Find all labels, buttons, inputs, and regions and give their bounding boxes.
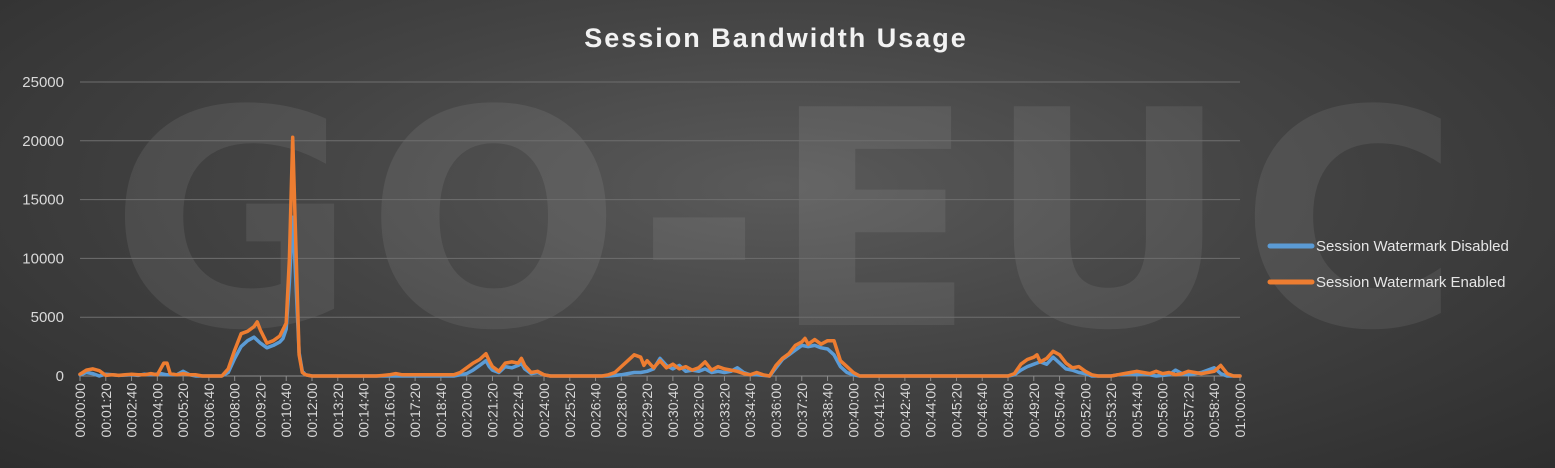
x-tick-label: 00:09:20 [252,383,268,438]
y-tick-label: 0 [56,368,64,385]
x-tick-label: 00:32:00 [691,383,707,438]
x-tick-label: 00:33:20 [716,383,732,438]
x-tick-label: 00:18:40 [433,383,449,438]
x-tick-label: 00:16:00 [381,383,397,438]
x-tick-label: 00:40:00 [845,383,861,438]
x-tick-label: 00:42:40 [897,383,913,438]
gridlines [80,81,1240,318]
x-tick-label: 00:08:00 [227,383,243,438]
x-tick-label: 00:26:40 [588,383,604,438]
x-tick-label: 00:46:40 [974,383,990,438]
x-tick-label: 00:52:00 [1077,383,1093,438]
x-tick-label: 00:38:40 [820,383,836,438]
x-tick-label: 00:54:40 [1129,383,1145,438]
x-tick-label: 00:22:40 [510,383,526,438]
x-tick-label: 00:14:40 [356,383,372,438]
x-tick-label: 00:24:00 [536,383,552,438]
x-tick-label: 00:21:20 [484,383,500,438]
legend-label-enabled: Session Watermark Enabled [1316,274,1506,291]
y-tick-label: 20000 [22,133,64,150]
x-tick-label: 00:58:40 [1206,383,1222,438]
x-axis-ticks: 00:00:00 00:01:20 00:02:40 00:04:00 00:05:20… [72,376,1248,438]
x-tick-label: 00:41:20 [871,383,887,438]
legend-label-disabled: Session Watermark Disabled [1316,238,1509,255]
x-tick-label: 00:00:00 [72,383,88,438]
series-layer [78,135,1242,378]
x-tick-label: 00:02:40 [124,383,140,438]
chart-title: Session Bandwidth Usage [584,23,968,53]
x-tick-label: 00:17:20 [407,383,423,438]
x-tick-label: 00:28:00 [613,383,629,438]
y-tick-label: 15000 [22,192,64,209]
x-tick-label: 00:57:20 [1180,383,1196,438]
legend[interactable]: Session Watermark Disabled Session Water… [1267,238,1509,291]
series-line-watermark-disabled [78,215,1242,378]
x-tick-label: 00:30:40 [665,383,681,438]
x-tick-label: 00:45:20 [948,383,964,438]
x-tick-label: 00:01:20 [98,383,114,438]
x-tick-label: 00:36:00 [768,383,784,438]
x-tick-label: 01:00:00 [1232,383,1248,438]
y-tick-label: 10000 [22,250,64,267]
x-tick-label: 00:10:40 [278,383,294,438]
y-tick-label: 25000 [22,74,64,91]
x-tick-label: 00:48:00 [1000,383,1016,438]
x-tick-label: 00:12:00 [304,383,320,438]
x-tick-label: 00:34:40 [742,383,758,438]
x-tick-label: 00:29:20 [639,383,655,438]
x-tick-label: 00:49:20 [1026,383,1042,438]
x-tick-label: 00:53:20 [1103,383,1119,438]
x-tick-label: 00:50:40 [1052,383,1068,438]
x-tick-label: 00:37:20 [794,383,810,438]
x-tick-label: 00:13:20 [330,383,346,438]
x-tick-label: 00:06:40 [201,383,217,438]
x-tick-label: 00:04:00 [149,383,165,438]
series-line-watermark-enabled [78,135,1242,378]
x-tick-label: 00:56:00 [1155,383,1171,438]
x-tick-label: 00:20:00 [459,383,475,438]
x-tick-label: 00:44:00 [923,383,939,438]
x-tick-label: 00:05:20 [175,383,191,438]
y-tick-label: 5000 [31,309,64,326]
x-tick-label: 00:25:20 [562,383,578,438]
y-axis-ticks: 0 5000 10000 15000 20000 25000 [22,74,64,385]
